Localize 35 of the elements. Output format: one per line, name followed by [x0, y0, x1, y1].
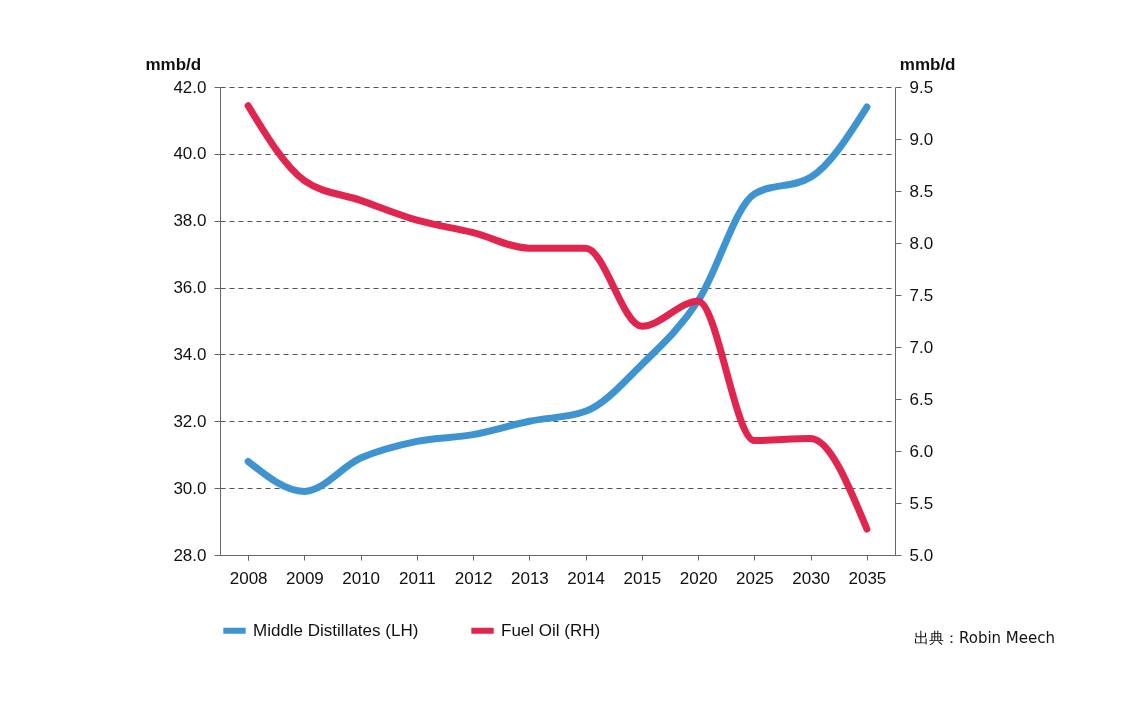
x-tick-label: 2015 — [623, 568, 662, 588]
x-tick-label: 2009 — [285, 568, 324, 588]
legend-label: Middle Distillates (LH) — [253, 620, 419, 640]
y2-tick-label: 6.5 — [909, 389, 934, 409]
x-tick-label: 2011 — [399, 568, 436, 588]
y2-tick-label: 5.0 — [909, 545, 934, 565]
x-tick-label: 2013 — [510, 568, 549, 588]
x-tick-label: 2014 — [567, 568, 606, 588]
y2-axis-title: mmb/d — [899, 54, 956, 74]
y-tick-label: 34.0 — [173, 344, 207, 364]
x-tick-label: 2010 — [342, 568, 381, 588]
y-tick-label: 40.0 — [173, 144, 207, 164]
source-note: 出典：Robin Meech — [913, 629, 1055, 647]
x-tick-label: 2012 — [454, 568, 493, 588]
x-tick-label: 2030 — [792, 568, 831, 588]
y2-tick-label: 6.0 — [909, 441, 934, 461]
y-tick-label: 30.0 — [173, 478, 207, 498]
x-tick-label: 2008 — [229, 568, 268, 588]
y-tick-label: 42.0 — [173, 77, 207, 97]
y-tick-label: 38.0 — [173, 211, 207, 231]
y-tick-label: 28.0 — [173, 545, 207, 565]
y2-tick-label: 8.0 — [909, 233, 934, 253]
y-tick-label: 32.0 — [173, 411, 207, 431]
y2-tick-label: 5.5 — [909, 493, 934, 513]
y2-tick-label: 7.0 — [909, 337, 934, 357]
x-tick-label: 2025 — [735, 568, 774, 588]
x-tick-label: 2020 — [679, 568, 718, 588]
y-axis-title: mmb/d — [145, 54, 202, 74]
y2-tick-label: 9.5 — [909, 77, 934, 97]
x-tick-label: 2035 — [848, 568, 887, 588]
y2-tick-label: 7.5 — [909, 285, 934, 305]
legend-label: Fuel Oil (RH) — [501, 620, 601, 640]
y2-tick-label: 8.5 — [909, 181, 934, 201]
y2-tick-label: 9.0 — [909, 129, 934, 149]
y-tick-label: 36.0 — [173, 278, 207, 298]
